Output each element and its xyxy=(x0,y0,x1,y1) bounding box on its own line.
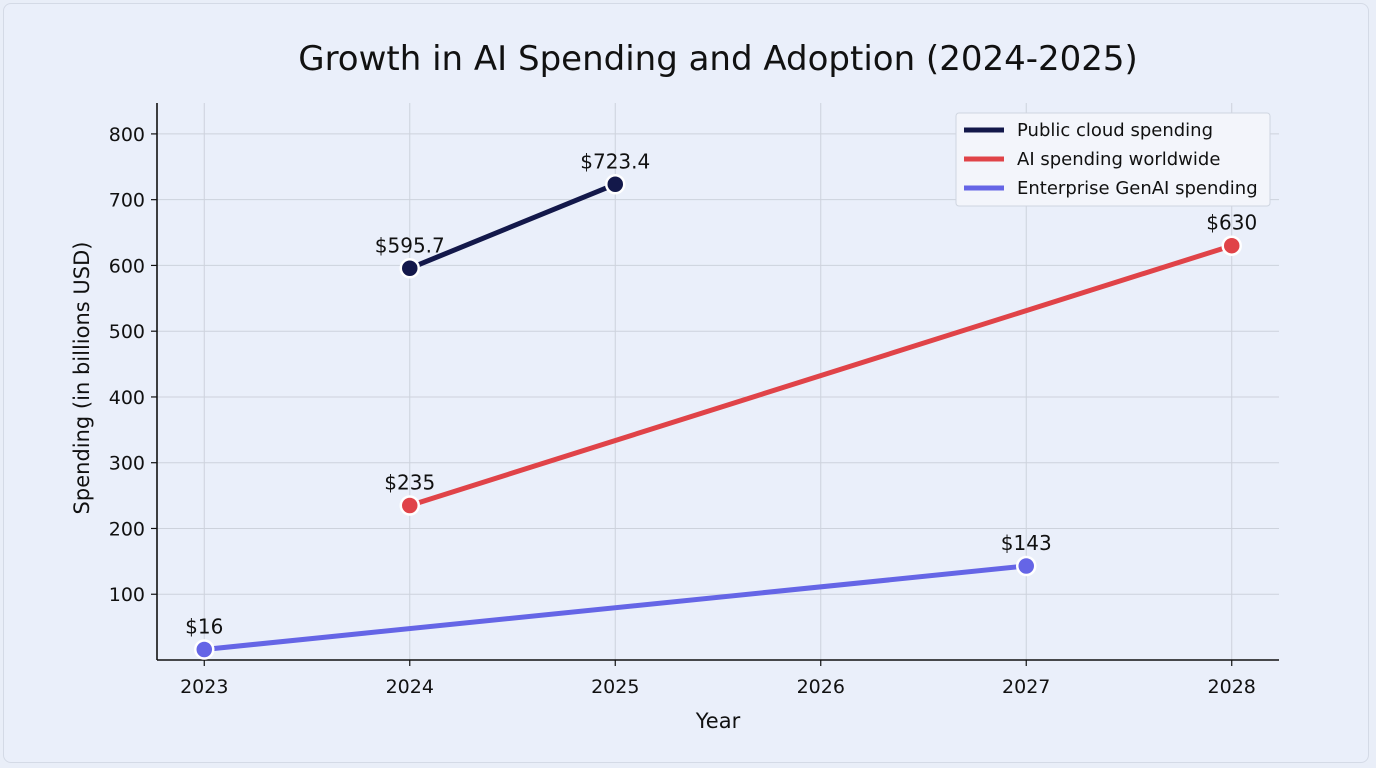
series-2: $16 $143 xyxy=(185,531,1052,660)
series-line xyxy=(407,243,1235,508)
data-label: $16 xyxy=(185,614,223,638)
data-point xyxy=(1221,235,1242,256)
y-axis-label: Spending (in billions USD) xyxy=(70,242,94,515)
data-point xyxy=(1015,555,1037,577)
series-line xyxy=(407,181,618,271)
x-tick-label: 2027 xyxy=(1002,676,1050,698)
legend-box xyxy=(955,112,1271,207)
grid-lines xyxy=(157,103,1279,660)
y-tick-label: 500 xyxy=(109,321,145,343)
axes xyxy=(156,103,1279,661)
data-label: $595.7 xyxy=(375,233,445,257)
y-tick-label: 400 xyxy=(109,387,145,409)
series-0: $595.7 $723.4 xyxy=(375,149,650,279)
legend-label: Enterprise GenAI spending xyxy=(1017,178,1258,199)
legend-label: AI spending worldwide xyxy=(1017,149,1220,170)
y-tick-label: 300 xyxy=(109,453,145,475)
series-1: $235 $630 xyxy=(384,211,1257,516)
y-tick-label: 100 xyxy=(109,584,145,606)
data-label: $143 xyxy=(1001,531,1052,555)
legend: Public cloud spending AI spending worldwi… xyxy=(955,112,1271,207)
x-tick-label: 2023 xyxy=(180,676,228,698)
data-label: $723.4 xyxy=(580,149,650,173)
data-label: $235 xyxy=(384,470,435,494)
x-tick-label: 2025 xyxy=(591,676,639,698)
axis-ticks: 2023 2024 2025 2026 2027 2028 100 200 300 400 500 6… xyxy=(109,124,1256,698)
x-tick-label: 2028 xyxy=(1208,676,1256,698)
y-tick-label: 600 xyxy=(109,255,145,277)
x-tick-label: 2024 xyxy=(386,676,434,698)
y-tick-label: 200 xyxy=(109,518,145,540)
legend-label: Public cloud spending xyxy=(1017,120,1213,141)
data-point xyxy=(399,258,421,279)
x-tick-label: 2026 xyxy=(797,676,845,698)
data-point xyxy=(399,495,421,516)
data-point xyxy=(605,174,626,195)
series-line xyxy=(201,563,1029,652)
data-point xyxy=(194,639,215,660)
data-label: $630 xyxy=(1206,211,1257,235)
y-tick-label: 800 xyxy=(109,124,145,146)
y-tick-label: 700 xyxy=(109,190,145,212)
series-group: $595.7 $723.4 $235 $630 $16 $143 xyxy=(185,149,1257,660)
x-axis-label: Year xyxy=(695,709,741,733)
chart-title: Growth in AI Spending and Adoption (2024… xyxy=(298,39,1138,79)
